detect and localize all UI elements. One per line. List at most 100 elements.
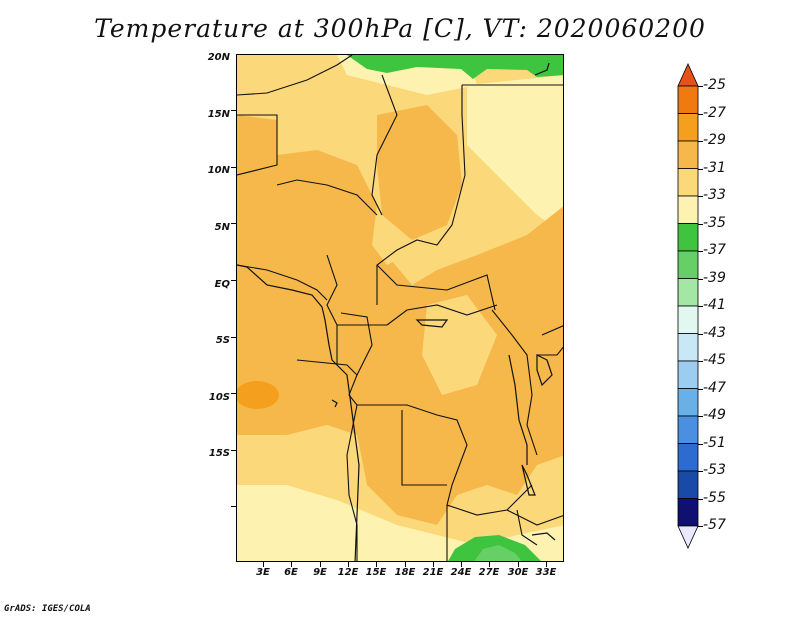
colorbar-tick-14	[698, 471, 703, 472]
lon-tick-9e	[320, 562, 321, 567]
lon-label-6e: 6E	[284, 567, 298, 578]
colorbar-swatch-10	[677, 333, 699, 362]
colorbar-label-2: -29	[703, 132, 726, 148]
colorbar-swatch-11	[677, 360, 699, 389]
colorbar-tick-7	[698, 278, 703, 280]
colorbar-label-15: -55	[703, 489, 726, 506]
colorbar-label-8: -41	[703, 297, 726, 313]
colorbar-swatch-13	[677, 415, 699, 444]
colorbar-bottom-arrow	[677, 525, 699, 549]
temp-dark-spot-sw	[237, 381, 279, 409]
lat-tick-15s	[231, 506, 236, 507]
colorbar-label-14: -53	[703, 462, 726, 478]
lon-label-21e: 21E	[422, 567, 444, 578]
lon-label-18e: 18E	[394, 567, 416, 578]
colorbar-tick-4	[698, 196, 703, 197]
temp-green-light-s	[474, 545, 522, 561]
colorbar-swatch-14	[677, 443, 699, 472]
colorbar-tick-10	[698, 361, 703, 362]
lon-tick-24e	[461, 562, 462, 567]
colorbar-tick-1	[698, 113, 703, 115]
colorbar-swatch-1	[677, 85, 699, 114]
lat-tick-10n	[231, 223, 236, 224]
colorbar-swatch-7	[677, 250, 699, 279]
colorbar-swatch-5	[677, 195, 699, 224]
colorbar-label-9: -43	[703, 324, 726, 341]
colorbar-label-13: -51	[703, 434, 726, 451]
lat-label-10s: 10S	[208, 392, 230, 403]
lon-tick-33e	[546, 562, 547, 567]
colorbar-label-16: -57	[703, 517, 726, 533]
colorbar-label-11: -47	[703, 379, 726, 396]
credit-text: GrADS: IGES/COLA	[4, 604, 91, 614]
temp-light-patch-car	[387, 245, 437, 285]
colorbar-label-10: -45	[703, 352, 726, 368]
lat-tick-10s	[231, 450, 236, 451]
lon-label-30e: 30E	[507, 567, 529, 578]
colorbar-label-7: -39	[703, 269, 726, 286]
lat-label-5s: 5S	[215, 335, 230, 346]
colorbar-tick-12	[698, 416, 703, 417]
lon-label-24e: 24E	[450, 567, 472, 578]
lon-tick-3e	[263, 562, 264, 567]
chart-title: Temperature at 300hPa [C], VT: 202006020…	[94, 14, 706, 43]
colorbar-label-5: -35	[703, 214, 726, 231]
lon-tick-6e	[291, 562, 292, 567]
map-panel	[236, 54, 564, 562]
colorbar-tick-8	[698, 306, 703, 307]
colorbar-swatch-6	[677, 223, 699, 252]
colorbar-swatch-4	[677, 168, 699, 197]
lat-tick-20n	[231, 110, 236, 111]
colorbar-tick-13	[698, 443, 703, 445]
colorbar-swatch-9	[677, 305, 699, 334]
lon-label-33e: 33E	[535, 567, 557, 578]
colorbar-tick-0	[698, 86, 703, 87]
coastlines-lakes	[237, 62, 556, 561]
temp-orange-region-north	[377, 105, 462, 240]
lat-label-15n: 15N	[207, 109, 230, 120]
temp-orange-patch-nw	[237, 115, 277, 165]
lat-label-10n: 10N	[207, 165, 230, 176]
colorbar-swatch-3	[677, 140, 699, 169]
lat-label-15s: 15S	[208, 448, 230, 459]
colorbar-swatch-2	[677, 113, 699, 142]
lat-tick-eq	[231, 337, 236, 338]
lat-label-eq: EQ	[214, 279, 230, 290]
colorbar-tick-9	[698, 333, 703, 335]
lon-tick-15e	[376, 562, 377, 567]
lon-tick-27e	[489, 562, 490, 567]
lat-tick-15n	[231, 167, 236, 168]
colorbar-swatch-16	[677, 498, 699, 527]
lon-label-12e: 12E	[337, 567, 359, 578]
lon-label-3e: 3E	[256, 567, 270, 578]
colorbar-tick-15	[698, 498, 703, 500]
colorbar-swatch-12	[677, 388, 699, 417]
lat-tick-5n	[231, 280, 236, 281]
temp-pale-region-ne	[467, 75, 563, 234]
temperature-map	[237, 55, 563, 561]
colorbar-label-4: -33	[703, 187, 726, 203]
colorbar-swatch-8	[677, 278, 699, 307]
colorbar	[677, 63, 699, 549]
colorbar-label-6: -37	[703, 242, 726, 258]
colorbar-label-0: -25	[703, 77, 726, 93]
colorbar-tick-5	[698, 223, 703, 225]
colorbar-swatch-15	[677, 470, 699, 499]
colorbar-label-1: -27	[703, 104, 726, 121]
lon-label-27e: 27E	[478, 567, 500, 578]
temp-pale-region-s	[237, 485, 563, 561]
temp-green-region-n	[347, 55, 563, 79]
lat-label-5n: 5N	[214, 222, 230, 233]
lon-tick-18e	[405, 562, 406, 567]
colorbar-tick-2	[698, 141, 703, 142]
colorbar-tick-6	[698, 251, 703, 252]
colorbar-tick-11	[698, 388, 703, 390]
lat-label-20n: 20N	[207, 52, 230, 63]
lon-label-9e: 9E	[313, 567, 327, 578]
lon-tick-30e	[518, 562, 519, 567]
colorbar-tick-3	[698, 168, 703, 170]
colorbar-top-arrow	[677, 63, 699, 87]
lon-tick-12e	[348, 562, 349, 567]
colorbar-label-12: -49	[703, 407, 726, 423]
colorbar-label-3: -31	[703, 159, 726, 176]
